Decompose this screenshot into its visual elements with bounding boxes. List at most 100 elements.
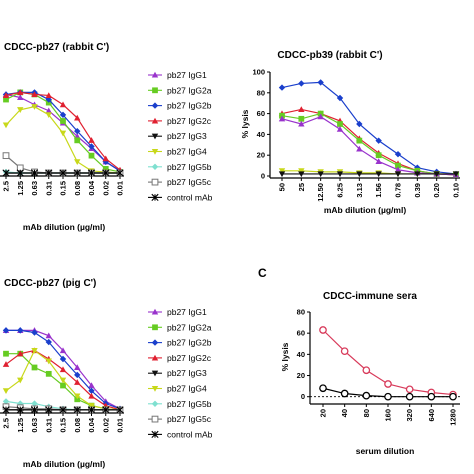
- charts-layer: 2.5 1.25 0.63 0.31 0.15 0.08 0.04 0.02 0.01 mAb d…: [0, 68, 461, 469]
- series-b-IgG3: [278, 171, 460, 178]
- x-tick-label-a: 0.02: [101, 181, 110, 196]
- data-point-d-IgG1: [59, 347, 67, 354]
- data-point-b-IgG2b: [375, 137, 382, 144]
- data-point-d-IgG2b: [17, 327, 24, 334]
- series-a-control: [2, 169, 124, 177]
- series-b-IgG2a: [279, 110, 459, 178]
- legend-marker-IgG1: [151, 71, 159, 78]
- legend-marker-IgG2c: [151, 117, 159, 124]
- title-d: CDCC-pb27 (pig C'): [4, 278, 96, 289]
- legend-label-control: control mAb: [167, 429, 213, 439]
- data-point-a-IgG4: [31, 104, 38, 110]
- x-tick-label-b: 0.78: [394, 183, 403, 198]
- data-point-d-IgG1: [88, 382, 95, 389]
- data-point-a-IgG4: [17, 107, 24, 113]
- series-line-b-IgG2c: [281, 108, 457, 176]
- legend-marker-IgG4: [151, 385, 159, 392]
- series-c-immune: [319, 326, 457, 399]
- data-point-a-control: [16, 169, 24, 177]
- legend-marker-IgG3: [151, 133, 159, 140]
- data-point-d-IgG2b: [45, 338, 52, 346]
- x-tick-label-d: 1.25: [16, 418, 25, 433]
- data-point-d-IgG2c: [74, 379, 81, 385]
- data-point-b-IgG1: [394, 166, 402, 173]
- x-tick-label-a: 2.5: [2, 181, 11, 191]
- data-point-b-IgG1: [375, 158, 382, 164]
- legend-label-IgG2b: pb27 IgG2b: [167, 101, 212, 111]
- chart-a: 2.5 1.25 0.63 0.31 0.15 0.08 0.04 0.02 0.01 mAb d…: [0, 70, 213, 232]
- data-point-b-IgG3: [298, 171, 305, 178]
- y-tick-label-b: 60: [257, 109, 265, 118]
- legend-d: pb27 IgG1 pb27 IgG2a pb27 IgG2b pb27 IgG2c p…: [148, 307, 213, 439]
- data-point-d-IgG2c: [88, 392, 95, 399]
- data-point-b-IgG2a: [356, 137, 363, 144]
- data-point-b-IgG2b: [336, 94, 344, 102]
- data-point-a-IgG5c: [2, 152, 10, 160]
- data-point-a-control: [102, 169, 110, 177]
- data-point-a-control: [73, 169, 81, 177]
- series-line-b-IgG2a: [281, 112, 457, 176]
- data-point-b-IgG3: [394, 171, 402, 178]
- data-point-d-IgG4: [59, 377, 67, 384]
- data-point-c-baseline: [449, 392, 457, 401]
- legend-marker-IgG2b: [151, 339, 159, 346]
- data-point-c-baseline: [427, 392, 436, 401]
- y-tick-label-c: 40: [297, 350, 305, 359]
- data-point-a-IgG4: [2, 122, 10, 129]
- legend-label-IgG3: pb27 IgG3: [167, 368, 207, 378]
- data-point-c-baseline: [362, 391, 371, 400]
- data-point-a-IgG4: [59, 130, 67, 137]
- data-point-d-IgG1: [45, 332, 52, 339]
- x-tick-label-b: 0.20: [432, 183, 441, 198]
- data-point-d-control: [16, 406, 24, 414]
- data-point-a-control: [87, 169, 96, 177]
- data-point-d-control: [59, 406, 67, 414]
- data-point-d-IgG2c: [17, 350, 24, 357]
- data-point-a-IgG2c: [45, 92, 52, 99]
- x-tick-label-d: 0.04: [87, 417, 96, 432]
- data-point-a-IgG2a: [60, 118, 66, 124]
- data-point-d-IgG4: [74, 393, 81, 400]
- data-point-a-IgG2a: [88, 152, 95, 159]
- x-tick-label-d: 0.01: [116, 418, 125, 433]
- data-point-a-IgG2c: [59, 101, 67, 108]
- series-c-baseline: [319, 384, 457, 401]
- legend-label-IgG4: pb27 IgG4: [167, 147, 207, 157]
- series-b-IgG2c: [278, 106, 460, 178]
- data-point-b-IgG3: [336, 171, 344, 178]
- data-point-d-IgG2b: [88, 387, 95, 394]
- x-tick-label-c: 320: [405, 409, 414, 422]
- y-axis-label-c: % lysis: [280, 342, 290, 371]
- legend-marker-IgG5b: [151, 163, 159, 170]
- data-point-a-IgG2b: [88, 143, 95, 150]
- data-point-d-IgG2b: [2, 327, 10, 334]
- x-tick-label-a: 0.31: [44, 181, 53, 196]
- data-point-b-IgG2b: [298, 80, 305, 87]
- data-point-a-IgG1: [45, 107, 52, 114]
- data-point-b-IgG2a: [337, 121, 343, 127]
- data-point-d-IgG5b: [2, 398, 10, 405]
- data-point-b-IgG3: [317, 171, 324, 178]
- legend-label-IgG2b: pb27 IgG2b: [167, 338, 212, 348]
- data-point-b-IgG1: [317, 113, 324, 120]
- x-axis-label-d: mAb dilution (µg/ml): [23, 459, 105, 469]
- data-point-a-IgG2b: [45, 96, 52, 103]
- data-point-d-control: [116, 406, 124, 414]
- legend-marker-IgG1: [151, 308, 159, 315]
- data-point-b-IgG1: [278, 115, 286, 122]
- data-point-b-IgG3: [452, 171, 460, 178]
- y-tick-label-b: 80: [257, 88, 265, 97]
- legend-label-IgG5b: pb27 IgG5b: [167, 162, 212, 172]
- data-point-a-control: [2, 169, 10, 177]
- y-tick-label-c: 0: [301, 392, 305, 401]
- panel-label-c: C: [258, 266, 267, 280]
- data-point-c-baseline: [340, 389, 349, 398]
- x-axis-label-b: mAb dilution (µg/ml): [324, 205, 406, 215]
- x-tick-label-c: 40: [340, 409, 349, 417]
- legend-marker-IgG5c: [151, 415, 159, 423]
- data-point-a-IgG2a: [74, 137, 81, 144]
- x-tick-label-c: 20: [319, 409, 328, 417]
- legend-marker-IgG2c: [151, 354, 159, 361]
- data-point-d-IgG2b: [59, 355, 67, 363]
- y-tick-label-c: 80: [297, 308, 305, 317]
